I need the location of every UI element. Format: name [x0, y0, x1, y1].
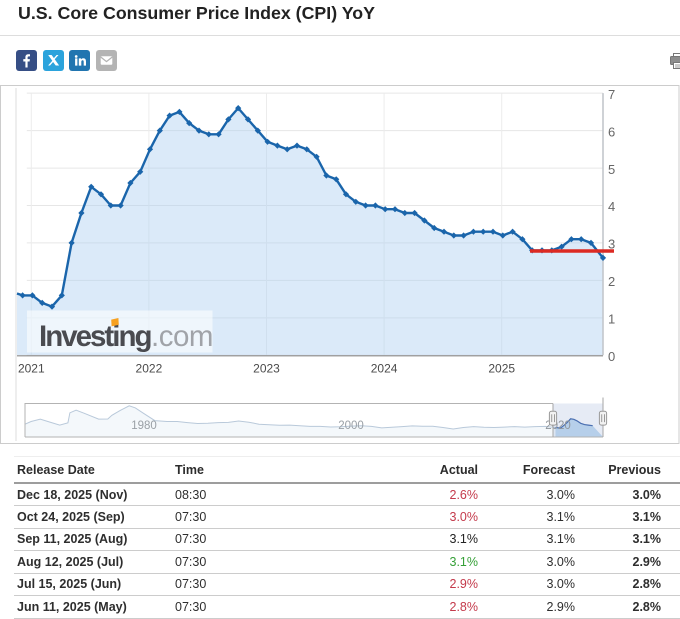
svg-text:2023: 2023	[253, 362, 280, 376]
svg-text:.com: .com	[151, 320, 213, 353]
svg-text:2000: 2000	[338, 420, 364, 432]
svg-text:4: 4	[608, 199, 615, 214]
svg-text:1980: 1980	[131, 420, 157, 432]
svg-text:2025: 2025	[488, 362, 515, 376]
svg-text:7: 7	[608, 87, 615, 102]
svg-text:6: 6	[608, 124, 615, 139]
svg-text:2022: 2022	[136, 362, 163, 376]
svg-text:5: 5	[608, 162, 615, 177]
svg-text:Investing: Investing	[39, 320, 151, 353]
svg-text:2: 2	[608, 274, 615, 289]
svg-text:2024: 2024	[371, 362, 398, 376]
svg-text:1: 1	[608, 312, 615, 327]
svg-text:2021: 2021	[18, 362, 45, 376]
svg-text:3: 3	[608, 237, 615, 252]
svg-text:0: 0	[608, 349, 615, 364]
